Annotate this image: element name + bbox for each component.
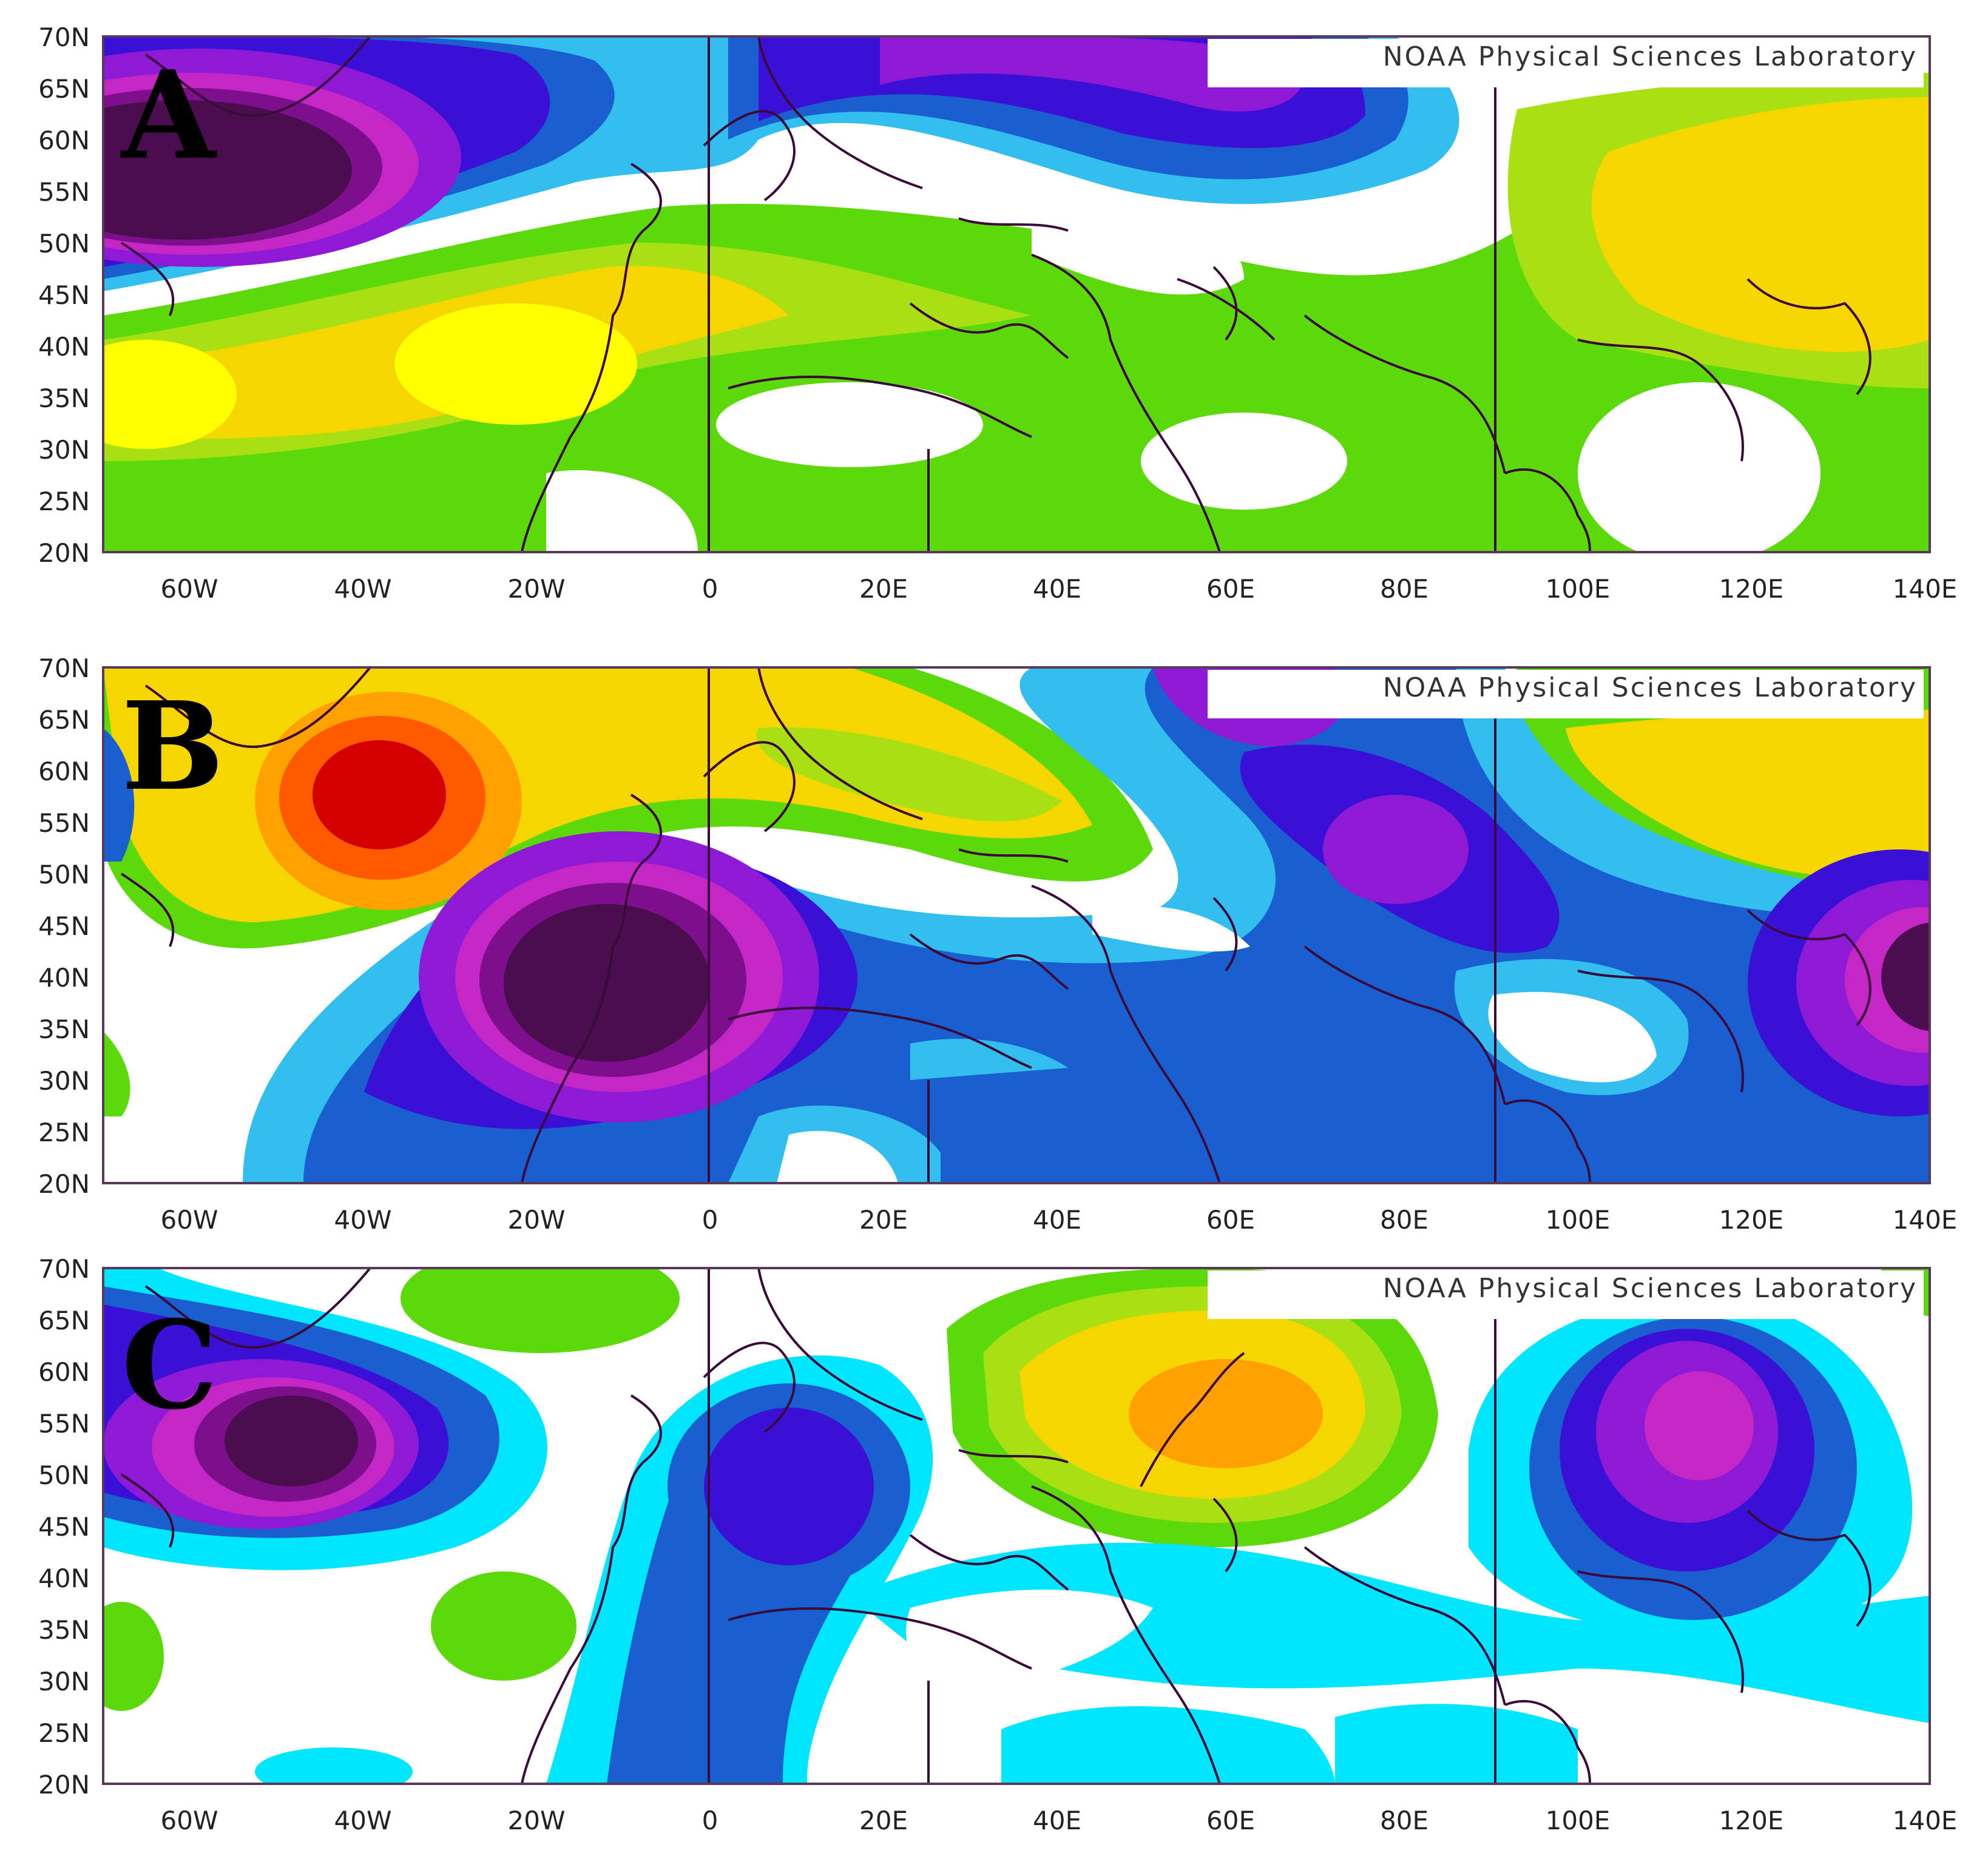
lat-label: 60N [38, 1357, 90, 1387]
lon-tick-labels-b: 60W 40W 20W 0 20E 40E 60E 80E 100E 120E … [161, 1205, 1958, 1235]
lon-label: 60E [1206, 574, 1255, 604]
map-frame-a [102, 35, 1931, 553]
lon-label: 60W [161, 574, 218, 604]
lon-label: 120E [1719, 1205, 1784, 1235]
anomaly-field-c [103, 1268, 1930, 1784]
credit-box-b [1208, 670, 1924, 718]
credit-text: NOAA Physical Sciences Laboratory [1383, 1273, 1918, 1304]
lon-label: 80E [1380, 1205, 1428, 1235]
panel-b: NOAA Physical Sciences Laboratory B 70N … [0, 631, 1988, 1238]
lat-label: 30N [38, 1066, 90, 1096]
lat-label: 50N [38, 1460, 90, 1490]
lon-label: 120E [1719, 574, 1784, 604]
lon-label: 80E [1380, 574, 1428, 604]
reference-meridians-a [708, 36, 1496, 552]
lat-label: 20N [38, 1169, 90, 1199]
lat-label: 70N [38, 22, 90, 52]
lon-label: 60E [1206, 1205, 1255, 1235]
lat-label: 20N [38, 1770, 90, 1800]
lon-label: 40E [1033, 1205, 1081, 1235]
lon-label: 100E [1546, 1205, 1611, 1235]
lat-label: 20N [38, 538, 90, 568]
panel-letter: B [121, 675, 224, 818]
lat-label: 35N [38, 1615, 90, 1645]
lon-label: 100E [1546, 1806, 1611, 1835]
lat-label: 45N [38, 911, 90, 941]
lon-tick-labels-a: 60W 40W 20W 0 20E 40E 60E 80E 100E 120E … [161, 574, 1958, 604]
credit-text: NOAA Physical Sciences Laboratory [1383, 41, 1918, 72]
panel-c: NOAA Physical Sciences Laboratory C 70N … [0, 1232, 1988, 1856]
lat-label: 50N [38, 229, 90, 258]
lat-label: 65N [38, 1306, 90, 1335]
map-frame-b [102, 666, 1931, 1184]
lon-label: 140E [1893, 1806, 1958, 1835]
lat-label: 30N [38, 435, 90, 465]
lon-label: 40W [334, 1205, 392, 1235]
lat-label: 60N [38, 757, 90, 786]
lat-label: 35N [38, 1014, 90, 1044]
reference-meridians-c [708, 1268, 1496, 1784]
lat-label: 55N [38, 1409, 90, 1439]
lat-label: 50N [38, 860, 90, 889]
map-panel-b: NOAA Physical Sciences Laboratory B 70N … [38, 653, 1958, 1235]
anomaly-field-a [103, 36, 1930, 552]
lon-label: 120E [1719, 1806, 1784, 1835]
lon-label: 60E [1206, 1806, 1255, 1835]
lon-label: 140E [1893, 574, 1958, 604]
lat-label: 55N [38, 808, 90, 838]
lat-label: 70N [38, 1254, 90, 1284]
lat-label: 25N [38, 487, 90, 516]
credit-text: NOAA Physical Sciences Laboratory [1383, 672, 1918, 703]
lat-label: 40N [38, 1564, 90, 1593]
lat-label: 25N [38, 1718, 90, 1748]
lat-label: 45N [38, 1512, 90, 1542]
lon-label: 20W [508, 574, 566, 604]
lat-label: 30N [38, 1667, 90, 1696]
lon-label: 20E [859, 574, 908, 604]
credit-box-c [1208, 1271, 1924, 1319]
lon-label: 20E [859, 1205, 908, 1235]
lat-label: 65N [38, 705, 90, 735]
lat-label: 60N [38, 126, 90, 155]
lon-label: 60W [161, 1806, 218, 1835]
lon-label: 0 [702, 1205, 718, 1235]
panel-a: NOAA Physical Sciences Laboratory A 70N … [0, 0, 1988, 607]
lon-label: 100E [1546, 574, 1611, 604]
coastlines-b [120, 667, 1871, 1183]
lon-label: 0 [702, 1806, 718, 1835]
lon-label: 20W [508, 1806, 566, 1835]
lat-label: 35N [38, 383, 90, 413]
lon-label: 40W [334, 1806, 392, 1835]
lat-label: 55N [38, 177, 90, 207]
map-panel-a: NOAA Physical Sciences Laboratory A 70N … [38, 22, 1958, 604]
anomaly-field-b [103, 667, 1930, 1183]
lat-tick-labels-c: 70N 65N 60N 55N 50N 45N 40N 35N 30N 25N … [38, 1254, 90, 1800]
lon-label: 40E [1033, 1806, 1081, 1835]
lon-label: 40W [334, 574, 392, 604]
map-panel-c: NOAA Physical Sciences Laboratory C 70N … [38, 1254, 1958, 1835]
lat-tick-labels-a: 70N 65N 60N 55N 50N 45N 40N 35N 30N 25N … [38, 22, 90, 568]
lat-label: 70N [38, 653, 90, 683]
lon-label: 20W [508, 1205, 566, 1235]
lat-label: 65N [38, 74, 90, 104]
lon-label: 60W [161, 1205, 218, 1235]
lon-label: 80E [1380, 1806, 1428, 1835]
map-frame-c [102, 1267, 1931, 1785]
lat-label: 40N [38, 332, 90, 362]
lat-tick-labels-b: 70N 65N 60N 55N 50N 45N 40N 35N 30N 25N … [38, 653, 90, 1199]
lon-label: 40E [1033, 574, 1081, 604]
lat-label: 40N [38, 963, 90, 993]
lon-label: 140E [1893, 1205, 1958, 1235]
coastlines-c [120, 1268, 1871, 1784]
lat-label: 25N [38, 1118, 90, 1147]
lon-label: 20E [859, 1806, 908, 1835]
lat-label: 45N [38, 280, 90, 310]
lon-label: 0 [702, 574, 718, 604]
reference-meridians-b [708, 667, 1496, 1183]
panel-letter: C [121, 1294, 218, 1437]
lon-tick-labels-c: 60W 40W 20W 0 20E 40E 60E 80E 100E 120E … [161, 1806, 1958, 1835]
credit-box-a [1208, 39, 1924, 87]
panel-letter: A [120, 44, 217, 187]
coastlines-a [120, 36, 1871, 552]
